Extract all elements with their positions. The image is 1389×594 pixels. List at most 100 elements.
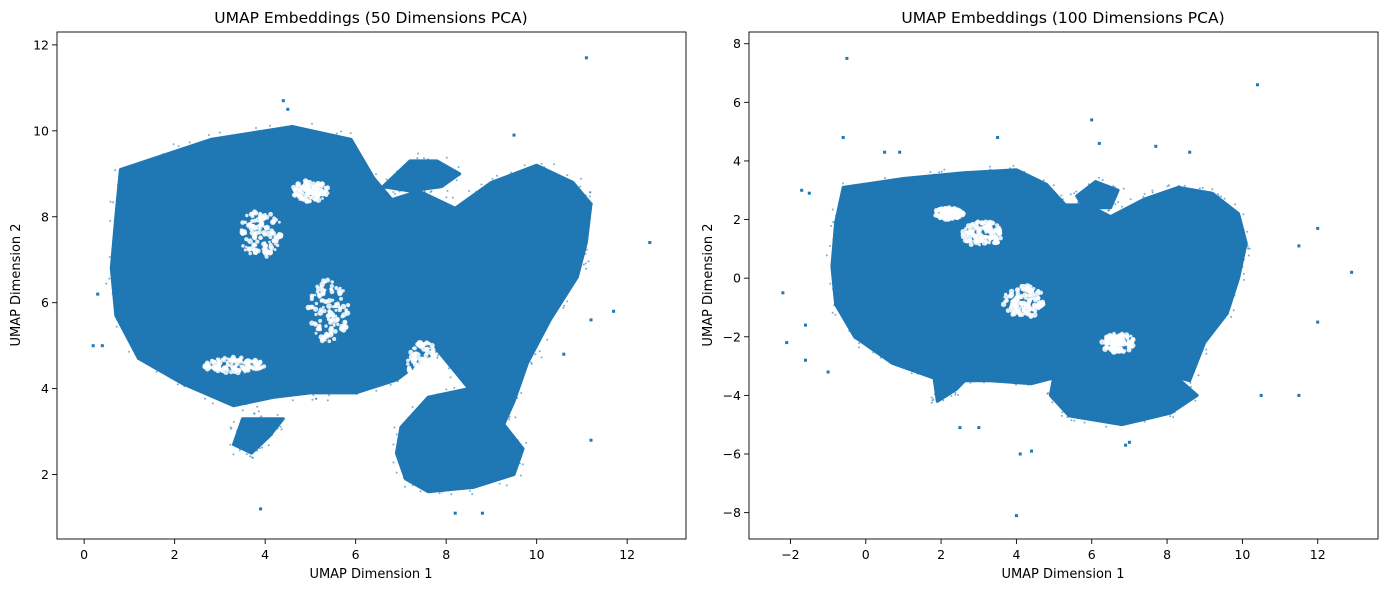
x-tick-label: 0 xyxy=(80,547,88,562)
axes-frame xyxy=(748,31,1379,540)
cluster-bottom-lobe xyxy=(1048,364,1199,427)
data-point xyxy=(1090,118,1094,122)
y-axis-ticks: −8 −6 −4 −2 0 2 4 6 8 xyxy=(723,36,749,520)
edge-points xyxy=(825,164,1251,428)
chart-title: UMAP Embeddings (50 Dimensions PCA) xyxy=(214,9,527,27)
data-point xyxy=(781,291,785,295)
sparse-region xyxy=(406,340,440,384)
cluster-bottom-lobe xyxy=(394,387,525,494)
data-point xyxy=(589,318,593,322)
data-point xyxy=(845,56,849,60)
cluster-main-body xyxy=(830,168,1248,386)
data-point xyxy=(584,56,588,60)
axes-frame xyxy=(56,31,687,540)
scatter-points xyxy=(91,56,652,515)
chart-title: UMAP Embeddings (100 Dimensions PCA) xyxy=(901,9,1224,27)
x-tick-label: 2 xyxy=(937,547,945,562)
y-tick-label: −6 xyxy=(723,447,741,462)
sparse-region xyxy=(239,209,284,259)
sparse-region xyxy=(202,354,267,376)
x-tick-label: 8 xyxy=(1163,547,1171,562)
data-point xyxy=(1316,320,1320,324)
y-tick-label: 0 xyxy=(733,271,741,286)
sparse-region xyxy=(960,219,1003,247)
x-tick-label: 10 xyxy=(1234,547,1250,562)
data-point xyxy=(96,292,100,296)
sparse-region xyxy=(1099,331,1136,355)
x-tick-label: −2 xyxy=(781,547,799,562)
data-point xyxy=(996,136,1000,139)
data-point xyxy=(1350,270,1354,274)
data-point xyxy=(1127,440,1131,444)
data-point xyxy=(1154,144,1158,148)
data-point xyxy=(453,511,457,515)
data-point xyxy=(898,150,902,154)
sparse-region xyxy=(305,277,351,344)
x-tick-label: 2 xyxy=(171,547,179,562)
x-axis-label: UMAP Dimension 1 xyxy=(309,567,432,582)
x-tick-label: 6 xyxy=(352,547,360,562)
x-axis-ticks: 0 2 4 6 8 10 12 xyxy=(80,539,635,562)
data-point xyxy=(480,511,484,515)
data-point xyxy=(286,107,290,111)
x-tick-label: 10 xyxy=(529,547,545,562)
data-point xyxy=(562,352,566,356)
y-tick-label: −8 xyxy=(723,505,741,520)
data-point xyxy=(785,341,789,345)
data-point xyxy=(1030,449,1033,453)
outlier-points xyxy=(781,56,1354,518)
x-tick-label: 12 xyxy=(619,547,635,562)
data-point xyxy=(589,438,593,442)
y-tick-label: 6 xyxy=(41,295,49,310)
y-axis-ticks: 2 4 6 8 10 12 xyxy=(33,37,57,482)
x-tick-label: 6 xyxy=(1088,547,1096,562)
data-point xyxy=(512,133,516,137)
y-tick-label: 4 xyxy=(733,153,741,168)
data-point xyxy=(804,323,807,327)
sparse-region xyxy=(933,205,966,222)
data-point xyxy=(883,150,887,154)
outlier-points xyxy=(91,56,652,515)
y-tick-label: −4 xyxy=(723,388,741,403)
data-point xyxy=(648,241,652,244)
data-point xyxy=(1297,244,1301,248)
y-tick-label: 8 xyxy=(733,36,741,51)
y-tick-label: −2 xyxy=(723,329,741,344)
data-point xyxy=(800,188,804,192)
data-point xyxy=(1188,150,1192,154)
data-point xyxy=(1018,452,1022,456)
data-point xyxy=(826,370,830,374)
x-axis-ticks: −2 0 2 4 6 8 10 12 xyxy=(781,539,1326,562)
y-axis-label: UMAP Dimension 2 xyxy=(701,223,716,346)
y-tick-label: 12 xyxy=(33,37,49,52)
data-point xyxy=(1124,443,1128,447)
x-tick-label: 4 xyxy=(1012,547,1020,562)
y-tick-label: 10 xyxy=(33,123,49,138)
data-point xyxy=(100,344,104,348)
cluster-top-blob xyxy=(381,159,462,193)
data-point xyxy=(1297,393,1301,397)
data-point xyxy=(1014,514,1018,518)
data-point xyxy=(1259,393,1263,397)
y-axis-label: UMAP Dimension 2 xyxy=(9,223,24,346)
x-tick-label: 8 xyxy=(442,547,450,562)
sparse-region xyxy=(291,178,330,204)
y-tick-label: 6 xyxy=(733,95,741,110)
data-point xyxy=(841,136,845,139)
data-point xyxy=(1097,141,1101,145)
subplot-100-dims: −2 0 2 4 6 8 10 12 −8 −6 −4 −2 0 2 4 6 8 UMAP Embedding… xyxy=(701,9,1379,582)
y-tick-label: 2 xyxy=(41,467,49,482)
data-point xyxy=(1256,83,1259,87)
subplot-50-dims: 0 2 4 6 8 10 12 2 4 6 8 10 12 UMAP Embeddings (50 D… xyxy=(9,9,687,582)
x-tick-label: 4 xyxy=(261,547,269,562)
y-tick-label: 8 xyxy=(41,209,49,224)
data-point xyxy=(91,344,95,348)
data-point xyxy=(977,426,981,430)
data-point xyxy=(804,358,807,362)
x-tick-label: 0 xyxy=(862,547,870,562)
edge-points xyxy=(105,122,594,496)
x-axis-label: UMAP Dimension 1 xyxy=(1001,567,1124,582)
scatter-points xyxy=(781,56,1354,518)
